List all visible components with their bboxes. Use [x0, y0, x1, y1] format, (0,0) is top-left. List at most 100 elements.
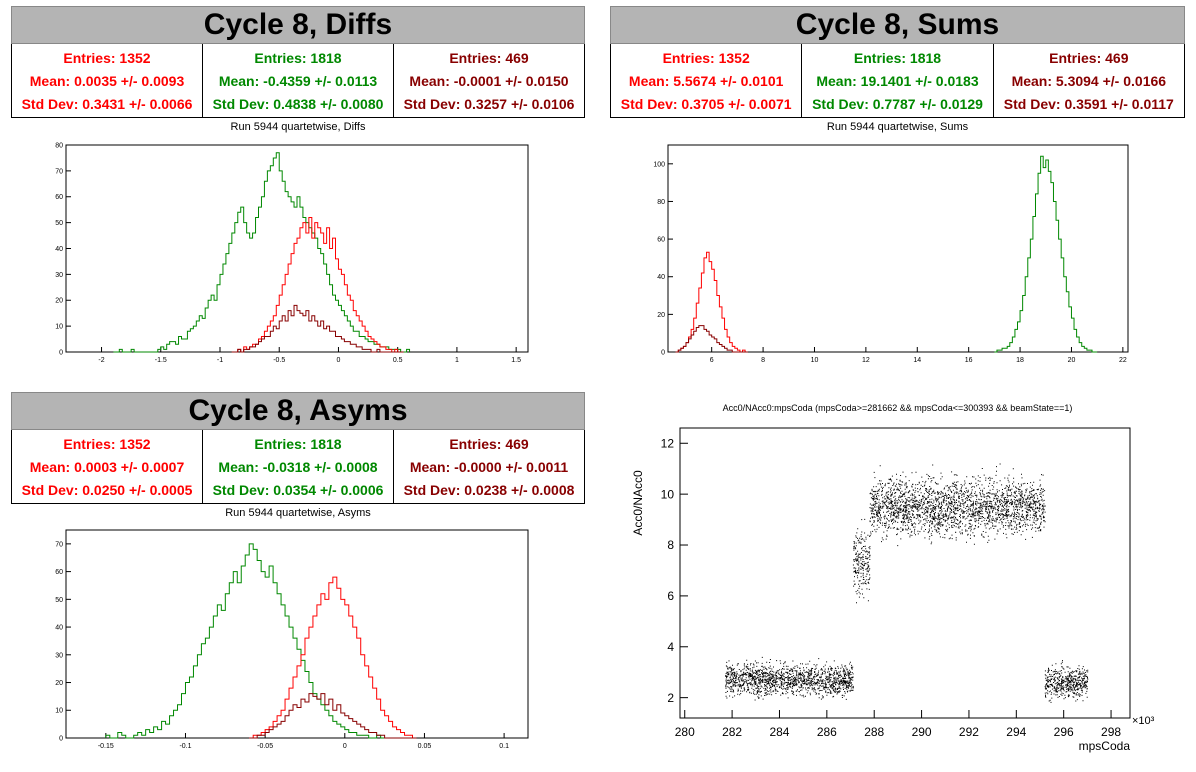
scatter-ytick-label: 2 — [667, 691, 674, 705]
sums-title: Cycle 8, Sums — [610, 6, 1185, 44]
asyms-ytick-label: 70 — [55, 541, 63, 548]
asyms-xtick-label: 0.05 — [418, 743, 432, 750]
stat-std: Std Dev: 0.7787 +/- 0.0129 — [812, 95, 983, 112]
stat-std: Std Dev: 0.0250 +/- 0.0005 — [21, 481, 193, 498]
diffs-series-2 — [231, 304, 404, 353]
diffs-xtick-label: 1.5 — [511, 357, 521, 364]
scatter-xtick-label: 286 — [817, 725, 837, 739]
asyms-stats-box: Entries: 1352 Mean: 0.0003 +/- 0.0007 St… — [11, 430, 585, 504]
sums-stats-col-3: Entries: 469 Mean: 5.3094 +/- 0.0166 Std… — [994, 44, 1184, 117]
diffs-frame — [65, 144, 529, 353]
diffs-series-1 — [231, 216, 404, 353]
scatter-frame — [679, 427, 1131, 719]
diffs-ytick-label: 50 — [55, 220, 63, 227]
sums-xtick-label: 18 — [1016, 357, 1024, 364]
scatter-xtick-label: 284 — [769, 725, 789, 739]
asyms-subtitle: Run 5944 quartetwise, Asyms — [225, 507, 371, 519]
scatter-ylabel: Acc0/NAcc0 — [631, 470, 645, 536]
sums-xtick-label: 6 — [710, 357, 714, 364]
scatter-xtick-label: 292 — [959, 725, 979, 739]
scatter-ytick-label: 8 — [667, 538, 674, 552]
diffs-stats-col-2: Entries: 1818 Mean: -0.4359 +/- 0.0113 S… — [203, 44, 394, 117]
asyms-ytick-label: 40 — [55, 625, 63, 632]
stat-std: Std Dev: 0.4838 +/- 0.0080 — [212, 95, 384, 112]
diffs-stats-col-3: Entries: 469 Mean: -0.0001 +/- 0.0150 St… — [394, 44, 584, 117]
scatter-ytick-label: 10 — [661, 487, 675, 501]
diffs-xtick-label: 0.5 — [393, 357, 403, 364]
stat-entries: Entries: 469 — [449, 49, 529, 66]
scatter-xtick-label: 290 — [912, 725, 932, 739]
stat-mean: Mean: -0.4359 +/- 0.0113 — [218, 72, 378, 89]
stat-std: Std Dev: 0.3591 +/- 0.0117 — [1003, 95, 1174, 112]
stat-entries: Entries: 1352 — [63, 49, 151, 66]
sums-xtick-label: 10 — [811, 357, 819, 364]
diffs-ytick-label: 40 — [55, 246, 63, 253]
stat-mean: Mean: -0.0318 +/- 0.0008 — [218, 458, 378, 475]
diffs-ytick-label: 30 — [55, 272, 63, 279]
asyms-ytick-label: 30 — [55, 652, 63, 659]
scatter-xtick-label: 282 — [722, 725, 742, 739]
diffs-ytick-label: 0 — [59, 349, 63, 356]
scatter-xtick-label: 294 — [1006, 725, 1026, 739]
asyms-series-2 — [249, 693, 417, 739]
scatter-xlabel: mpsCoda — [1079, 739, 1131, 753]
stat-entries: Entries: 1818 — [254, 435, 342, 452]
asyms-xtick-label: -0.15 — [98, 743, 114, 750]
sums-ytick-label: 40 — [657, 274, 665, 281]
diffs-series-0 — [113, 152, 411, 353]
diffs-xtick-label: -2 — [98, 357, 104, 364]
stat-std: Std Dev: 0.3431 +/- 0.0066 — [21, 95, 193, 112]
diffs-subtitle: Run 5944 quartetwise, Diffs — [230, 121, 366, 133]
asyms-frame — [65, 529, 529, 739]
sums-ytick-label: 0 — [661, 349, 665, 356]
sums-ytick-label: 60 — [657, 237, 665, 244]
sums-frame — [667, 144, 1129, 353]
sums-xtick-label: 22 — [1119, 357, 1127, 364]
stat-entries: Entries: 1352 — [662, 49, 750, 66]
stat-entries: Entries: 1818 — [254, 49, 342, 66]
sums-series-2 — [994, 155, 1098, 353]
diffs-ytick-label: 10 — [55, 324, 63, 331]
sums-xtick-label: 20 — [1068, 357, 1076, 364]
diffs-xtick-label: -1.5 — [155, 357, 167, 364]
stat-mean: Mean: -0.0000 +/- 0.0011 — [409, 458, 569, 475]
sums-xtick-label: 14 — [913, 357, 921, 364]
diffs-stats-box: Entries: 1352 Mean: 0.0035 +/- 0.0093 St… — [11, 44, 585, 118]
scatter-x-exponent: ×10³ — [1132, 715, 1155, 727]
sums-subtitle: Run 5944 quartetwise, Sums — [826, 121, 969, 133]
scatter-points — [725, 463, 1089, 703]
sums-ytick-label: 80 — [657, 199, 665, 206]
diffs-ytick-label: 60 — [55, 194, 63, 201]
stat-mean: Mean: 5.3094 +/- 0.0166 — [1011, 72, 1167, 89]
sums-xtick-label: 8 — [761, 357, 765, 364]
asyms-title: Cycle 8, Asyms — [11, 392, 585, 430]
stat-mean: Mean: 5.5674 +/- 0.0101 — [628, 72, 784, 89]
asyms-xtick-label: -0.05 — [257, 743, 273, 750]
diffs-xtick-label: 0 — [337, 357, 341, 364]
diffs-stats-col-1: Entries: 1352 Mean: 0.0035 +/- 0.0093 St… — [12, 44, 203, 117]
stat-std: Std Dev: 0.3257 +/- 0.0106 — [403, 95, 575, 112]
asyms-stats-col-1: Entries: 1352 Mean: 0.0003 +/- 0.0007 St… — [12, 430, 203, 503]
diffs-xtick-label: -1 — [217, 357, 223, 364]
sums-xtick-label: 12 — [862, 357, 870, 364]
diffs-title: Cycle 8, Diffs — [11, 6, 585, 44]
sums-ytick-label: 100 — [653, 161, 665, 168]
asyms-ytick-label: 50 — [55, 597, 63, 604]
stat-std: Std Dev: 0.0238 +/- 0.0008 — [403, 481, 575, 498]
sums-series-1 — [675, 325, 748, 353]
asyms-ytick-label: 10 — [55, 708, 63, 715]
sums-ytick-label: 20 — [657, 312, 665, 319]
asyms-ytick-label: 0 — [59, 735, 63, 742]
stat-std: Std Dev: 0.0354 +/- 0.0006 — [212, 481, 384, 498]
stat-mean: Mean: 0.0035 +/- 0.0093 — [29, 72, 185, 89]
sums-stats-col-2: Entries: 1818 Mean: 19.1401 +/- 0.0183 S… — [802, 44, 994, 117]
scatter-ytick-label: 4 — [667, 640, 674, 654]
diffs-xtick-label: 1 — [455, 357, 459, 364]
asyms-stats-col-3: Entries: 469 Mean: -0.0000 +/- 0.0011 St… — [394, 430, 584, 503]
sums-stats-box: Entries: 1352 Mean: 5.5674 +/- 0.0101 St… — [610, 44, 1185, 118]
asyms-stats-col-2: Entries: 1818 Mean: -0.0318 +/- 0.0008 S… — [203, 430, 394, 503]
scatter-title: Acc0/NAcc0:mpsCoda (mpsCoda>=281662 && m… — [722, 403, 1073, 413]
diffs-ytick-label: 20 — [55, 298, 63, 305]
stat-mean: Mean: 19.1401 +/- 0.0183 — [816, 72, 979, 89]
